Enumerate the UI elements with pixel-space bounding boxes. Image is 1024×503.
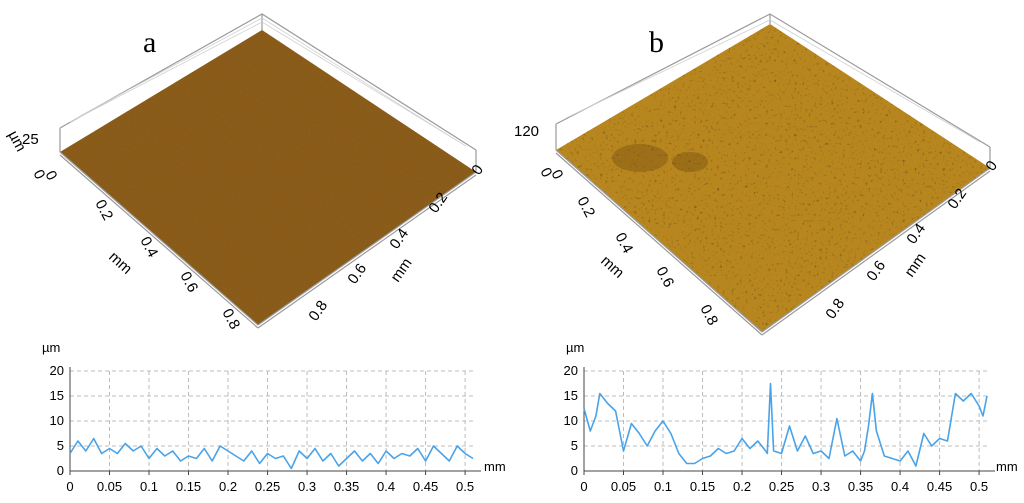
profile-b-xtick-2: 0.1 [654,479,672,494]
profile-a-ytick-0: 0 [57,463,64,478]
x-tick-a-4: 0.8 [218,306,243,332]
panel-label-a: a [143,26,156,59]
profile-b-ytick-1: 5 [571,438,578,453]
profile-a-xtick-2: 0.1 [140,479,158,494]
profile-b-ytick-4: 20 [564,363,578,378]
x-tick-b-3: 0.6 [652,264,677,290]
surface-b-texture [556,24,990,332]
x-tick-b-4: 0.8 [696,302,721,328]
profile-b-ytick-2: 10 [564,413,578,428]
profile-b-ylabel: µm [566,340,584,355]
profile-b-line [583,382,988,467]
profile-a-ytick-1: 5 [57,438,64,453]
z-tick-a-top: 25 [22,131,39,148]
x-axis-label-a: mm [105,248,135,277]
y-axis-label-b: mm [901,250,929,280]
profile-b-xtick-1: 0.05 [611,479,636,494]
profile-a-xtick-10: 0.5 [456,479,474,494]
profile-b-xlabel: mm [996,459,1018,474]
profile-a-xtick-6: 0.3 [298,479,316,494]
y-tick-b-3: 0.6 [863,257,889,284]
profile-a-ytick-4: 20 [50,363,64,378]
profile-b-xtick-7: 0.35 [848,479,873,494]
surface-panel-b: b 120 0 0 0.2 0.4 0.6 0.8 mm 0 0.2 0.4 0… [514,13,1001,336]
profile-a-xtick-7: 0.35 [334,479,359,494]
profile-a-xtick-3: 0.15 [176,479,201,494]
profile-b-xtick-8: 0.4 [891,479,909,494]
profile-a-xtick-9: 0.45 [413,479,438,494]
profile-a-xtick-0: 0 [66,479,73,494]
profile-b-axes [583,367,995,475]
profile-a-xticks: 0 0.05 0.1 0.15 0.2 0.25 0.3 0.35 0.4 0.45 0.5 [66,479,474,494]
panel-label-b: b [649,26,664,59]
profile-a-ytick-3: 15 [50,388,64,403]
profile-a-xlabel: mm [484,459,506,474]
profile-a-xtick-5: 0.25 [255,479,280,494]
z-tick-b-top: 120 [514,123,539,140]
y-tick-a-4: 0.8 [305,297,331,324]
profile-b-xtick-10: 0.5 [970,479,988,494]
y-tick-b-4: 0.8 [822,295,848,322]
surface-a-frame [59,13,477,172]
surface-panel-a: a µm 25 0 0 0.2 0.4 0.6 0.8 mm 0 0.2 0.4… [4,13,487,332]
profile-b-xtick-5: 0.25 [769,479,794,494]
profile-b-ytick-3: 15 [564,388,578,403]
profile-b-xtick-0: 0 [580,479,587,494]
profile-b-yticks: 0 5 10 15 20 [564,363,578,478]
profile-b-grid [583,370,987,472]
profile-b-xticks: 0 0.05 0.1 0.15 0.2 0.25 0.3 0.35 0.4 0.45 0.5 [580,479,988,494]
profile-chart-b: µm mm 0 5 10 15 20 0 0.05 0.1 0.15 0.2 0.25 0.3 0.3… [564,340,1018,494]
x-tick-b-2: 0.4 [611,230,636,256]
profile-b-xtick-3: 0.15 [690,479,715,494]
profile-a-ylabel: µm [42,340,60,355]
surface-a-texture [60,30,476,325]
x-axis-label-b: mm [597,252,627,281]
profile-a-ytick-2: 10 [50,413,64,428]
profile-b-ytick-0: 0 [571,463,578,478]
profile-a-xtick-1: 0.05 [97,479,122,494]
profile-b-xtick-6: 0.3 [812,479,830,494]
surface-b-pit [672,152,708,172]
surface-b-pit [612,144,668,172]
profile-a-line [69,437,474,470]
profile-b-xtick-4: 0.2 [733,479,751,494]
x-tick-b-1: 0.2 [573,194,598,220]
profile-a-xtick-8: 0.4 [377,479,395,494]
y-axis-label-a: mm [387,255,415,285]
profile-a-yticks: 0 5 10 15 20 [50,363,64,478]
profile-a-xtick-4: 0.2 [219,479,237,494]
surface-b-frame [555,13,991,168]
profile-b-xtick-9: 0.45 [927,479,952,494]
profile-a-axes [69,367,481,475]
profile-chart-a: µm mm 0 5 10 15 20 0 0.05 0.1 0.15 0.2 0.25 0.3 0.3… [42,340,506,494]
